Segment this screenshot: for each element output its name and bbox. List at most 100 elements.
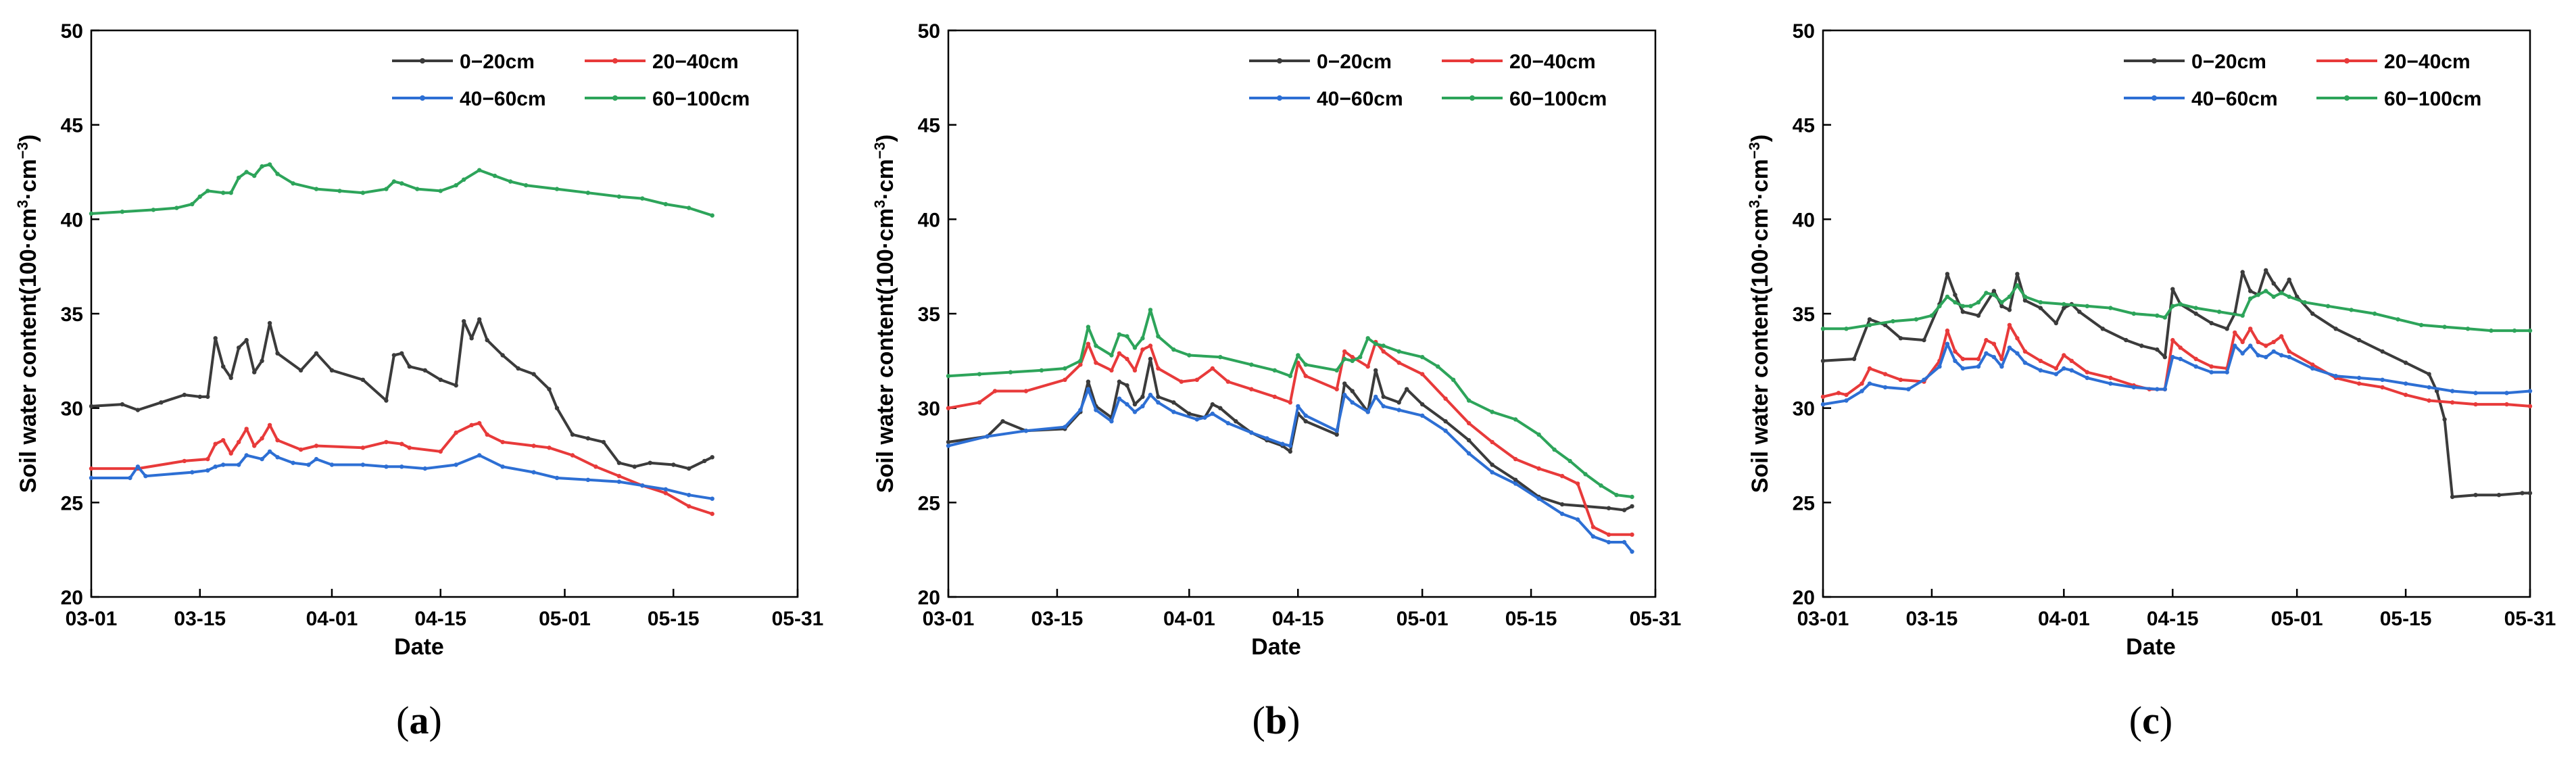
data-point (1929, 313, 1935, 318)
data-point (2007, 308, 2012, 312)
data-point (2264, 343, 2268, 348)
data-point (2287, 277, 2291, 282)
data-point (221, 438, 226, 443)
data-point (1867, 317, 1872, 322)
data-point (1000, 419, 1005, 424)
legend-label: 20−40cm (2384, 51, 2471, 73)
data-point (1953, 300, 1958, 305)
data-point (1210, 366, 1215, 371)
data-point (1303, 362, 1308, 367)
x-tick-label: 03-01 (66, 608, 118, 630)
y-tick-label: 35 (918, 304, 940, 326)
data-point (329, 368, 335, 372)
data-point (2271, 281, 2276, 286)
data-point (2131, 385, 2136, 390)
data-point (1443, 419, 1448, 424)
data-point (1559, 502, 1565, 507)
data-point (632, 464, 637, 469)
data-point (1513, 417, 1518, 422)
data-point (1606, 506, 1611, 510)
data-point (454, 183, 458, 188)
data-point (159, 400, 164, 405)
data-point (2279, 334, 2284, 339)
data-point (2178, 302, 2183, 307)
data-point (1187, 411, 1192, 416)
data-point (1960, 366, 1966, 371)
data-point (2162, 315, 2167, 320)
data-point (1922, 337, 1926, 343)
y-tick-label: 35 (1793, 304, 1815, 326)
data-point (1086, 387, 1091, 391)
data-point (570, 453, 575, 458)
data-point (640, 196, 645, 201)
data-point (1156, 366, 1161, 371)
data-point (1945, 294, 1950, 299)
data-point (2108, 375, 2113, 381)
data-point (1381, 349, 1386, 354)
data-point (1117, 379, 1122, 384)
y-axis-title: Soil water content(100·cm3·cm−3) (14, 135, 42, 493)
y-tick-label: 20 (1793, 587, 1815, 609)
data-point (1953, 292, 1958, 297)
data-point (2465, 327, 2471, 331)
legend-marker (1469, 58, 1475, 64)
data-point (485, 432, 489, 437)
data-point (1374, 368, 1378, 372)
data-point (1094, 343, 1098, 348)
data-point (2131, 311, 2136, 316)
data-point (2427, 372, 2431, 377)
data-point (1094, 360, 1098, 365)
data-point (1225, 420, 1231, 426)
data-point (2170, 337, 2175, 343)
data-point (1945, 328, 1950, 333)
data-point (2473, 391, 2478, 395)
data-point (1513, 477, 1518, 482)
data-point (407, 446, 412, 450)
data-point (500, 353, 505, 358)
data-point (1914, 317, 1919, 322)
panel-label: (c) (2129, 698, 2172, 742)
legend-marker (420, 95, 425, 101)
data-point (1991, 289, 1997, 293)
data-point (267, 162, 272, 167)
data-point (2264, 355, 2268, 360)
data-point (477, 453, 482, 458)
data-point (2356, 375, 2362, 381)
data-point (1606, 532, 1611, 537)
data-point (508, 179, 513, 184)
data-point (2504, 402, 2509, 407)
data-point (1436, 364, 1440, 369)
data-point (197, 394, 202, 400)
y-tick-label: 45 (918, 115, 940, 137)
chart-panel-c: 20 25 30 35 40 45 50 03-01 03-15 04-01 04-15 05-01 0… (1746, 20, 2556, 742)
data-point (2193, 311, 2198, 316)
data-point (1381, 394, 1386, 400)
data-point (2155, 313, 2160, 318)
y-tick-label: 30 (918, 398, 940, 420)
y-tick-label: 40 (1793, 209, 1815, 231)
data-point (977, 372, 982, 377)
legend-marker (2344, 95, 2350, 101)
data-point (1820, 402, 1826, 407)
data-point (135, 464, 141, 469)
data-point (2139, 343, 2144, 348)
data-point (1968, 304, 1973, 308)
y-tick-label: 30 (1793, 398, 1815, 420)
data-point (2178, 345, 2183, 350)
data-point (275, 172, 280, 176)
data-point (1194, 417, 1200, 422)
data-point (384, 439, 389, 445)
data-point (1109, 353, 1114, 358)
data-point (2240, 339, 2245, 345)
data-point (1078, 408, 1083, 412)
data-point (415, 187, 420, 191)
data-point (663, 491, 668, 496)
data-point (1171, 410, 1176, 414)
data-point (1342, 349, 1347, 354)
data-point (2248, 343, 2253, 348)
data-point (1171, 347, 1176, 352)
data-point (710, 511, 714, 516)
data-point (151, 208, 156, 212)
data-point (1148, 343, 1153, 348)
data-point (2403, 360, 2408, 365)
